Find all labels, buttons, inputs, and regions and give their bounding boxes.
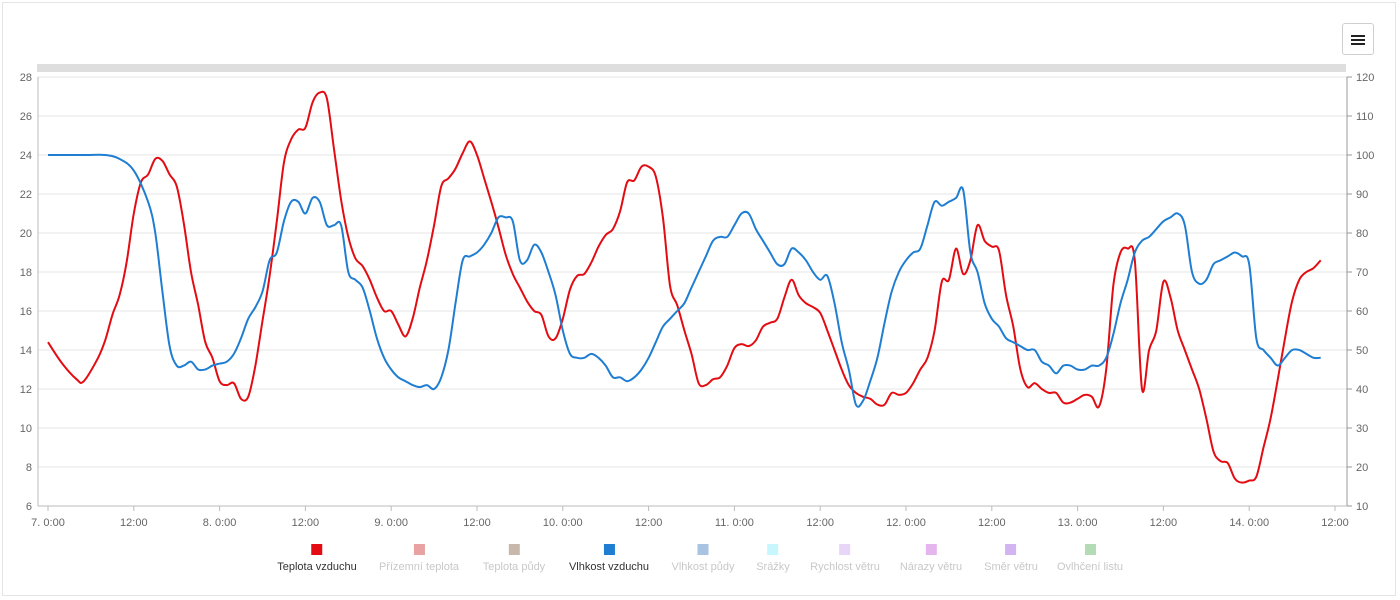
series-line-vlhkost-vzduchu[interactable]	[48, 153, 1321, 408]
y-right-tick-label: 40	[1356, 384, 1368, 396]
x-tick-label: 12:00	[1321, 517, 1349, 529]
legend-item[interactable]: Vlhkost půdy	[671, 542, 735, 573]
y-right-tick-label: 110	[1356, 111, 1374, 123]
legend-swatch	[767, 544, 779, 555]
x-tick-label: 12:00	[292, 517, 320, 529]
hamburger-menu-icon	[1351, 35, 1365, 37]
y-left-tick-label: 22	[20, 189, 32, 201]
legend-item[interactable]: Přízemní teplota	[379, 542, 459, 573]
x-tick-label: 12:00	[463, 517, 491, 529]
legend-label: Vlhkost půdy	[671, 561, 735, 573]
legend-swatch	[697, 544, 709, 555]
y-left-tick-label: 28	[20, 72, 32, 84]
x-tick-label: 12:00	[635, 517, 663, 529]
y-right-tick-label: 10	[1356, 501, 1368, 513]
y-right-tick-label: 70	[1356, 267, 1368, 279]
x-tick-label: 9. 0:00	[374, 517, 408, 529]
legend-item[interactable]: Ovlhčení listu	[1057, 542, 1123, 573]
legend-label: Nárazy větru	[899, 561, 963, 573]
y-right-tick-label: 50	[1356, 345, 1368, 357]
y-left-tick-label: 6	[26, 501, 32, 513]
legend-item[interactable]: Vlhkost vzduchu	[569, 542, 649, 573]
y-left-tick-label: 26	[20, 111, 32, 123]
legend-swatch	[925, 544, 937, 555]
y-right-tick-label: 30	[1356, 423, 1368, 435]
legend-item[interactable]: Rychlost větru	[810, 542, 880, 573]
legend-swatch	[839, 544, 851, 555]
x-tick-label: 11. 0:00	[715, 517, 754, 529]
y-left-tick-label: 18	[20, 267, 32, 279]
x-tick-label: 12:00	[978, 517, 1006, 529]
y-right-tick-label: 120	[1356, 72, 1374, 84]
y-left-tick-label: 16	[20, 306, 32, 318]
legend-swatch	[1084, 544, 1096, 555]
legend-label: Rychlost větru	[810, 561, 880, 573]
legend-label: Vlhkost vzduchu	[568, 561, 650, 573]
legend-label: Přízemní teplota	[378, 561, 460, 573]
legend-item[interactable]: Směr větru	[984, 542, 1038, 573]
legend-item[interactable]: Teplota vzduchu	[277, 542, 357, 573]
y-left-tick-label: 20	[20, 228, 32, 240]
series-line-teplota-vzduchu[interactable]	[47, 90, 1322, 484]
legend-label: Teplota půdy	[482, 561, 546, 573]
legend-label: Ovlhčení listu	[1056, 561, 1124, 573]
y-left-tick-label: 14	[20, 345, 32, 357]
y-right-tick-label: 20	[1356, 462, 1368, 474]
legend-swatch	[413, 544, 425, 555]
legend-item[interactable]: Srážky	[756, 542, 790, 573]
legend-swatch	[508, 544, 520, 555]
x-tick-label: 12:00	[1150, 517, 1178, 529]
x-tick-label: 12:00	[120, 517, 148, 529]
x-tick-label: 8. 0:00	[203, 517, 237, 529]
y-right-tick-label: 90	[1356, 189, 1368, 201]
legend-label: Teplota vzduchu	[277, 561, 357, 573]
x-tick-label: 14. 0:00	[1229, 517, 1269, 529]
legend-item[interactable]: Nárazy větru	[900, 542, 962, 573]
legend-swatch	[603, 544, 615, 555]
y-left-tick-label: 8	[26, 462, 32, 474]
legend-label: Srážky	[756, 561, 790, 573]
legend-label: Směr větru	[984, 561, 1038, 573]
y-right-tick-label: 100	[1356, 150, 1374, 162]
navigator-scrollbar[interactable]	[37, 64, 1346, 72]
x-tick-label: 7. 0:00	[31, 517, 65, 529]
legend-swatch	[311, 544, 323, 555]
legend-item[interactable]: Teplota půdy	[483, 542, 545, 573]
y-right-tick-label: 60	[1356, 306, 1368, 318]
chart-legend: Teplota vzduchu Přízemní teplota Teplota p…	[0, 542, 1400, 582]
x-tick-label: 13. 0:00	[1058, 517, 1098, 529]
y-left-tick-label: 10	[20, 423, 32, 435]
y-left-tick-label: 24	[20, 150, 32, 162]
chart-menu-button[interactable]	[1342, 23, 1374, 55]
y-right-tick-label: 80	[1356, 228, 1368, 240]
legend-swatch	[1005, 544, 1017, 555]
x-tick-label: 12. 0:00	[886, 517, 926, 529]
y-left-tick-label: 12	[20, 384, 32, 396]
x-tick-label: 10. 0:00	[543, 517, 583, 529]
x-tick-label: 12:00	[806, 517, 834, 529]
